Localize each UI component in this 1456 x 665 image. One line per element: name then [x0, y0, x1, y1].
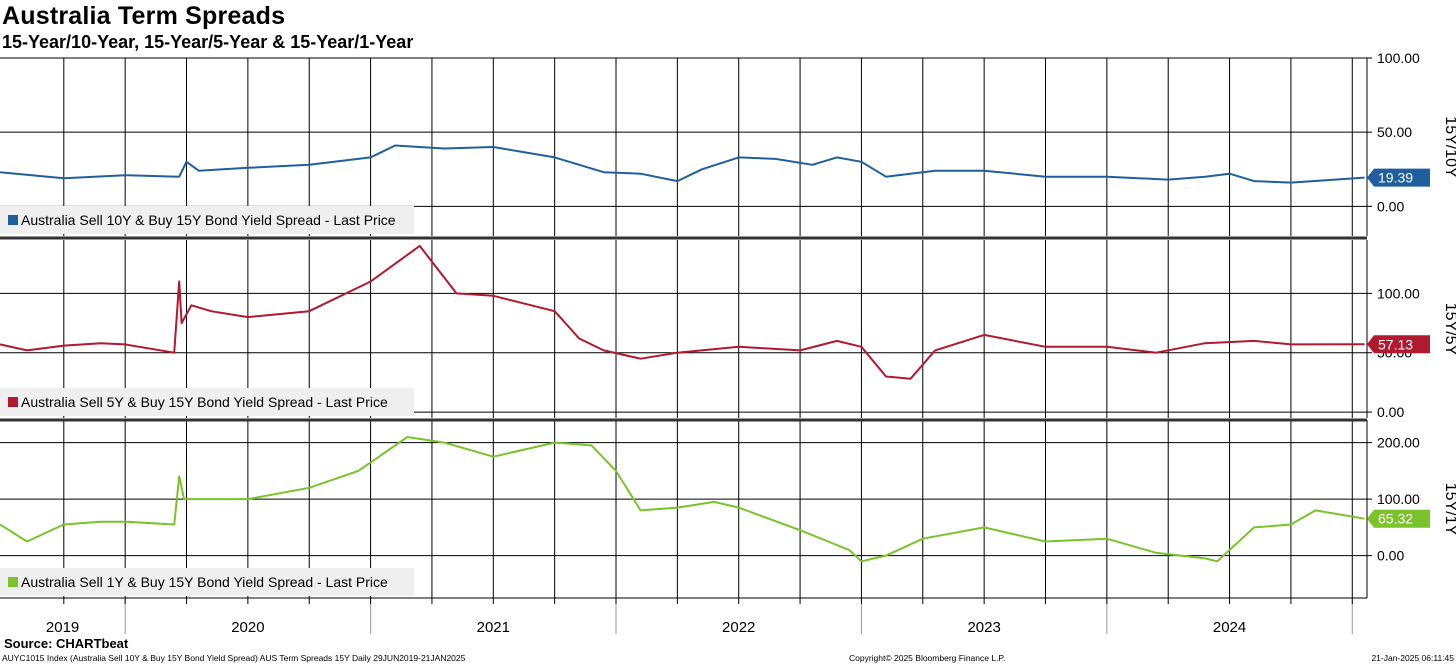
x-tick-label: 2024	[1213, 619, 1246, 636]
legend-label: Australia Sell 1Y & Buy 15Y Bond Yield S…	[21, 574, 388, 590]
panel-15y-10y: 0.00 50.00 100.00 Australia Sell 10Y & Buy …	[0, 50, 1456, 236]
last-value-label: 19.39	[1378, 170, 1413, 186]
y-tick-label: 100.00	[1377, 285, 1420, 301]
y-tick-label: 0.00	[1377, 548, 1404, 564]
chart-subtitle: 15-Year/10-Year, 15-Year/5-Year & 15-Yea…	[2, 32, 414, 52]
x-tick-label: 2019	[46, 619, 79, 636]
legend-label: Australia Sell 10Y & Buy 15Y Bond Yield …	[21, 212, 396, 228]
series-line	[0, 144, 1365, 184]
x-tick-label: 2021	[477, 619, 510, 636]
last-value-label: 57.13	[1378, 336, 1413, 352]
y-tick-label: 50.00	[1377, 124, 1412, 140]
panel-label: 15Y/1Y	[1442, 483, 1456, 536]
last-value-label: 65.32	[1378, 511, 1413, 527]
chart-title: Australia Term Spreads	[2, 2, 286, 30]
x-tick-label: 2020	[231, 619, 264, 636]
legend-swatch	[8, 215, 18, 225]
y-tick-label: 0.00	[1377, 198, 1404, 214]
legend-swatch	[8, 397, 18, 407]
x-tick-label: 2023	[967, 619, 1000, 636]
last-value-tag	[1367, 509, 1430, 528]
legend-swatch	[8, 577, 18, 587]
last-value-tag	[1367, 168, 1430, 187]
y-tick-label: 200.00	[1377, 435, 1420, 451]
x-tick-label: 2022	[722, 619, 755, 636]
series-line	[0, 436, 1365, 563]
panel-label: 15Y/10Y	[1442, 116, 1456, 178]
legend-label: Australia Sell 5Y & Buy 15Y Bond Yield S…	[21, 394, 388, 410]
panel-label: 15Y/5Y	[1442, 303, 1456, 356]
legend-box	[0, 568, 414, 596]
panel-15y-1y: 0.00 100.00 200.00 Australia Sell 1Y & Buy …	[0, 420, 1456, 598]
legend-box	[0, 206, 414, 234]
y-tick-label: 100.00	[1377, 50, 1420, 66]
copyright-note: Copyright© 2025 Bloomberg Finance L.P.	[849, 653, 1006, 663]
last-value-tag	[1367, 335, 1430, 354]
y-tick-label: 0.00	[1377, 404, 1404, 420]
legend-box	[0, 388, 414, 416]
timestamp: 21-Jan-2025 06:11:45	[1371, 653, 1454, 663]
ticker-description: AUYC1015 Index (Australia Sell 10Y & Buy…	[2, 653, 466, 663]
source-note: Source: CHARTbeat	[4, 636, 129, 651]
series-line	[0, 244, 1365, 380]
y-tick-label: 100.00	[1377, 491, 1420, 507]
